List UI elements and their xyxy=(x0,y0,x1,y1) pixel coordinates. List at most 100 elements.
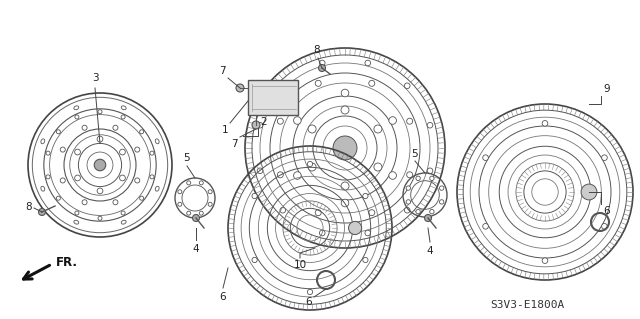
Circle shape xyxy=(341,89,349,97)
Circle shape xyxy=(440,200,444,204)
Ellipse shape xyxy=(74,220,79,224)
Circle shape xyxy=(542,121,548,126)
Circle shape xyxy=(94,159,106,171)
Circle shape xyxy=(429,210,434,214)
Text: 8: 8 xyxy=(314,45,320,55)
Circle shape xyxy=(333,136,357,160)
Circle shape xyxy=(294,117,301,124)
Circle shape xyxy=(483,155,488,160)
Circle shape xyxy=(56,196,60,200)
Circle shape xyxy=(416,210,420,214)
Circle shape xyxy=(341,182,349,190)
Circle shape xyxy=(187,181,191,185)
Circle shape xyxy=(82,200,87,205)
Circle shape xyxy=(363,193,368,199)
Circle shape xyxy=(178,190,182,194)
Circle shape xyxy=(307,289,312,294)
Circle shape xyxy=(416,176,420,181)
Text: 3: 3 xyxy=(92,73,99,83)
Ellipse shape xyxy=(121,220,126,224)
Circle shape xyxy=(341,199,349,207)
Circle shape xyxy=(140,130,143,134)
Circle shape xyxy=(60,147,65,152)
Circle shape xyxy=(440,186,444,190)
Circle shape xyxy=(135,147,140,152)
Ellipse shape xyxy=(41,139,45,144)
Circle shape xyxy=(257,168,263,174)
Circle shape xyxy=(56,130,60,134)
Circle shape xyxy=(406,200,410,204)
Circle shape xyxy=(75,149,81,155)
Circle shape xyxy=(406,172,413,178)
Circle shape xyxy=(319,230,325,236)
Circle shape xyxy=(38,209,45,216)
Circle shape xyxy=(374,163,382,171)
Circle shape xyxy=(277,118,284,124)
Circle shape xyxy=(199,211,204,215)
Text: 6: 6 xyxy=(305,297,312,307)
Circle shape xyxy=(208,202,212,206)
Circle shape xyxy=(369,210,375,216)
Circle shape xyxy=(113,200,118,205)
Text: FR.: FR. xyxy=(56,256,78,269)
Text: 8: 8 xyxy=(26,202,32,212)
Circle shape xyxy=(319,60,325,66)
Circle shape xyxy=(150,151,154,155)
Circle shape xyxy=(82,125,87,130)
Circle shape xyxy=(252,193,257,199)
Circle shape xyxy=(150,175,154,179)
Circle shape xyxy=(135,178,140,183)
Circle shape xyxy=(46,151,50,155)
Text: 9: 9 xyxy=(603,84,610,94)
Circle shape xyxy=(140,196,143,200)
Circle shape xyxy=(75,115,79,119)
Circle shape xyxy=(406,118,413,124)
Circle shape xyxy=(542,258,548,263)
Circle shape xyxy=(252,257,257,263)
Circle shape xyxy=(98,216,102,220)
Circle shape xyxy=(365,60,371,66)
Circle shape xyxy=(98,110,102,114)
Text: 6: 6 xyxy=(220,292,227,302)
Ellipse shape xyxy=(74,106,79,110)
Circle shape xyxy=(316,80,321,86)
Circle shape xyxy=(363,257,368,263)
Circle shape xyxy=(424,214,431,221)
Circle shape xyxy=(389,117,396,124)
Circle shape xyxy=(121,211,125,215)
Circle shape xyxy=(199,181,204,185)
Ellipse shape xyxy=(121,106,126,110)
Circle shape xyxy=(97,136,103,142)
Circle shape xyxy=(581,184,597,200)
Text: 10: 10 xyxy=(293,260,307,270)
Text: 4: 4 xyxy=(427,246,433,256)
Circle shape xyxy=(308,163,316,171)
Circle shape xyxy=(369,80,375,86)
Circle shape xyxy=(294,172,301,179)
Circle shape xyxy=(365,230,371,236)
Circle shape xyxy=(404,207,410,213)
Ellipse shape xyxy=(156,139,159,144)
Circle shape xyxy=(252,121,260,129)
Text: 6: 6 xyxy=(603,206,610,216)
Circle shape xyxy=(187,211,191,215)
Text: S3V3-E1800A: S3V3-E1800A xyxy=(490,300,564,310)
Circle shape xyxy=(236,84,244,92)
Ellipse shape xyxy=(41,186,45,191)
Circle shape xyxy=(113,125,118,130)
Text: 7: 7 xyxy=(220,66,226,76)
Text: 4: 4 xyxy=(193,244,199,254)
Circle shape xyxy=(193,214,200,221)
Text: 5: 5 xyxy=(184,153,190,163)
Circle shape xyxy=(75,175,81,181)
Circle shape xyxy=(374,125,382,133)
Circle shape xyxy=(483,224,488,229)
Text: 1: 1 xyxy=(221,125,228,135)
Circle shape xyxy=(46,175,50,179)
Circle shape xyxy=(341,106,349,114)
Circle shape xyxy=(404,83,410,89)
Circle shape xyxy=(428,168,433,174)
Circle shape xyxy=(257,122,263,128)
Circle shape xyxy=(208,190,212,194)
Circle shape xyxy=(308,125,316,133)
